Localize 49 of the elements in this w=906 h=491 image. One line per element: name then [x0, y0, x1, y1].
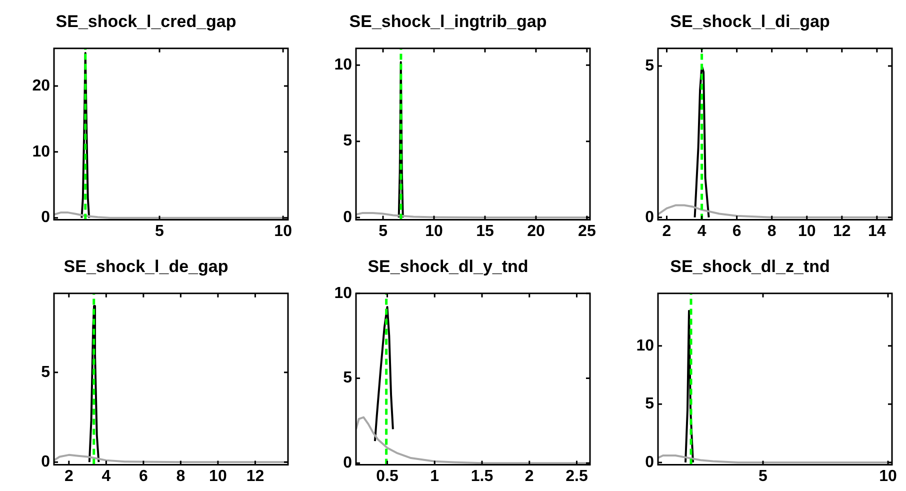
y-tick-label: 0: [343, 208, 352, 226]
x-tick-label: 12: [246, 468, 264, 485]
chart-title: SE_shock_dl_z_tnd: [670, 256, 830, 276]
x-tick-label: 1.5: [470, 468, 494, 485]
chart-title: SE_shock_l_cred_gap: [56, 12, 236, 31]
x-tick-label: 12: [833, 222, 851, 240]
x-tick-label: 5: [155, 222, 164, 240]
x-tick-label: 6: [138, 468, 148, 485]
y-tick-label: 10: [32, 143, 50, 160]
y-tick-label: 10: [334, 56, 352, 74]
chart-title: SE_shock_l_de_gap: [64, 256, 228, 276]
x-tick-label: 5: [758, 468, 768, 485]
x-tick-label: 15: [476, 222, 494, 240]
x-tick-label: 10: [274, 222, 292, 240]
y-tick-label: 0: [645, 208, 654, 226]
x-tick-label: 10: [798, 222, 816, 240]
x-tick-label: 10: [879, 468, 897, 485]
x-tick-label: 5: [378, 222, 388, 240]
y-tick-label: 5: [645, 57, 654, 74]
x-tick-label: 8: [767, 222, 776, 240]
x-tick-label: 2.5: [566, 468, 588, 485]
y-tick-label: 0: [41, 454, 50, 471]
x-tick-label: 4: [697, 222, 706, 240]
x-tick-label: 2: [662, 222, 672, 240]
y-tick-label: 5: [41, 364, 50, 381]
y-tick-label: 0: [343, 454, 352, 472]
x-tick-label: 6: [732, 222, 742, 240]
x-tick-label: 4: [102, 468, 111, 485]
x-tick-label: 25: [578, 222, 596, 240]
y-tick-label: 20: [32, 77, 50, 94]
x-tick-label: 1: [430, 468, 440, 485]
y-tick-label: 0: [645, 454, 654, 471]
y-tick-label: 5: [343, 132, 352, 150]
x-tick-label: 20: [527, 222, 545, 240]
chart-title: SE_shock_dl_y_tnd: [368, 256, 528, 276]
x-tick-label: 2: [64, 468, 74, 485]
y-tick-label: 5: [645, 396, 654, 413]
x-tick-label: 10: [425, 222, 443, 240]
x-tick-label: 2: [524, 468, 534, 485]
x-tick-label: 10: [209, 468, 227, 485]
x-tick-label: 0.5: [376, 468, 398, 485]
x-tick-label: 14: [868, 222, 886, 240]
y-tick-label: 5: [343, 370, 352, 387]
y-tick-label: 0: [41, 209, 50, 226]
x-tick-label: 8: [176, 468, 186, 485]
y-tick-label: 10: [636, 337, 654, 354]
chart-title: SE_shock_l_di_gap: [670, 12, 830, 31]
chart-title: SE_shock_l_ingtrib_gap: [349, 12, 547, 31]
y-tick-label: 10: [334, 284, 352, 302]
